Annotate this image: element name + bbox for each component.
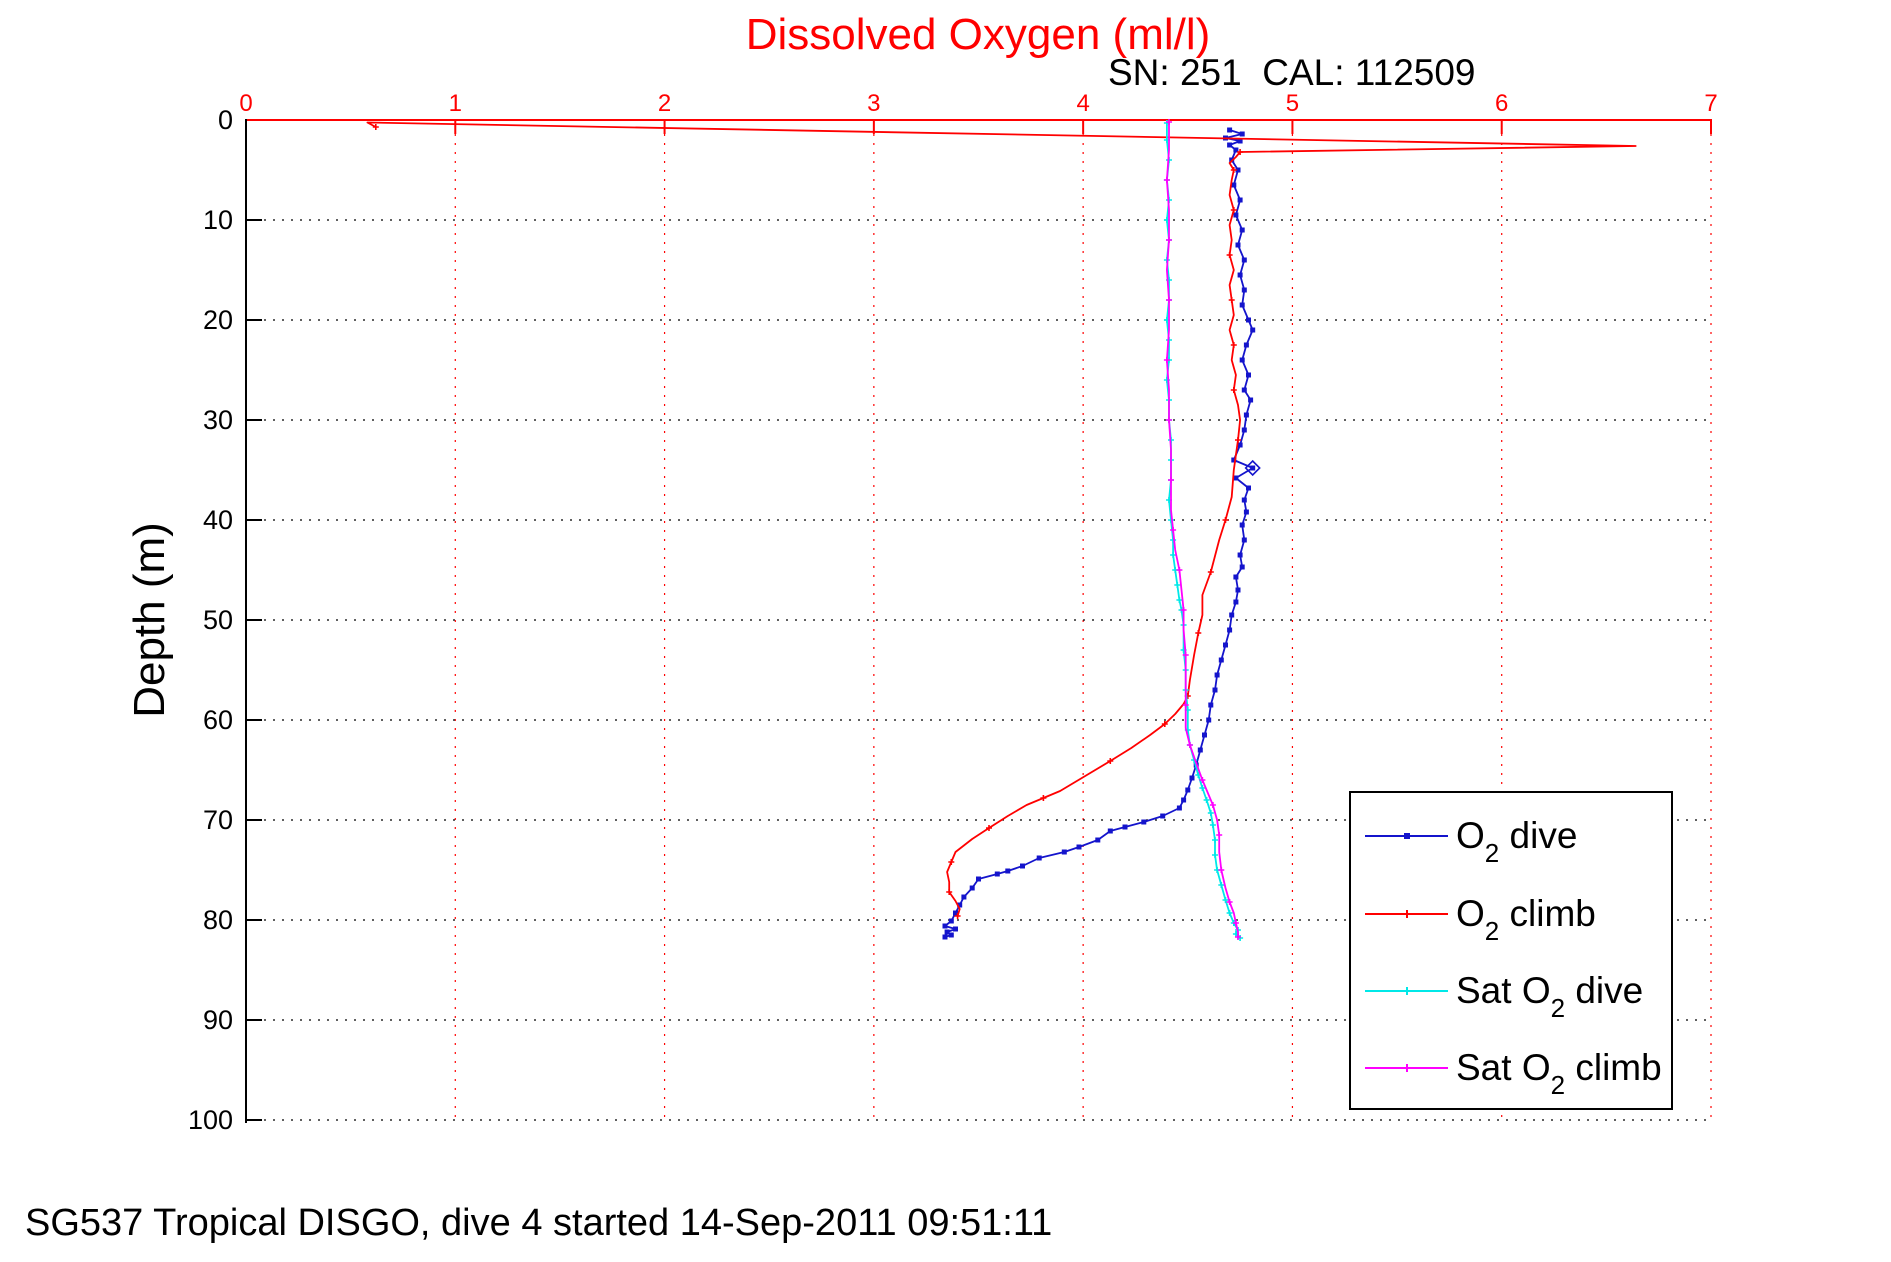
svg-text:6: 6 — [1495, 90, 1508, 117]
legend-label-o2-dive: O2 dive — [1456, 815, 1578, 869]
sensor-serial-cal-text: SN: 251 CAL: 112509 — [1108, 52, 1476, 93]
svg-text:20: 20 — [203, 305, 233, 335]
svg-text:1: 1 — [449, 90, 462, 117]
plus-marker-icon — [1403, 987, 1411, 995]
legend-line-sat-o2-dive — [1365, 987, 1448, 995]
svg-text:5: 5 — [1286, 90, 1299, 117]
legend-label-o2-climb: O2 climb — [1456, 893, 1596, 947]
plus-marker-icon — [1403, 910, 1411, 918]
legend: O2 dive O2 climb Sat O2 dive Sat O2 clim… — [1349, 791, 1673, 1110]
svg-text:100: 100 — [188, 1105, 233, 1135]
svg-text:40: 40 — [203, 505, 233, 535]
legend-item-o2-climb: O2 climb — [1351, 889, 1671, 947]
svg-text:0: 0 — [218, 105, 233, 135]
chart-title: Dissolved Oxygen (ml/l) — [745, 10, 1211, 59]
svg-text:4: 4 — [1076, 90, 1089, 117]
svg-text:10: 10 — [203, 205, 233, 235]
svg-text:3: 3 — [867, 90, 880, 117]
legend-line-o2-dive — [1365, 833, 1448, 839]
legend-line-o2-climb — [1365, 910, 1448, 918]
legend-label-sat-o2-climb: Sat O2 climb — [1456, 1047, 1662, 1101]
legend-line-sat-o2-climb — [1365, 1064, 1448, 1072]
svg-text:50: 50 — [203, 605, 233, 635]
square-marker-icon — [1404, 833, 1410, 839]
legend-item-o2-dive: O2 dive — [1351, 811, 1671, 869]
svg-text:60: 60 — [203, 705, 233, 735]
svg-text:30: 30 — [203, 405, 233, 435]
svg-text:2: 2 — [658, 90, 671, 117]
svg-text:70: 70 — [203, 805, 233, 835]
svg-text:7: 7 — [1704, 90, 1717, 117]
y-axis-label: Depth (m) — [125, 522, 174, 718]
svg-text:90: 90 — [203, 1005, 233, 1035]
legend-item-sat-o2-climb: Sat O2 climb — [1351, 1043, 1671, 1101]
legend-item-sat-o2-dive: Sat O2 dive — [1351, 966, 1671, 1024]
legend-label-sat-o2-dive: Sat O2 dive — [1456, 970, 1644, 1024]
dive-caption: SG537 Tropical DISGO, dive 4 started 14-… — [25, 1202, 1053, 1244]
svg-text:0: 0 — [239, 90, 252, 117]
plus-marker-icon — [1403, 1064, 1411, 1072]
svg-text:80: 80 — [203, 905, 233, 935]
